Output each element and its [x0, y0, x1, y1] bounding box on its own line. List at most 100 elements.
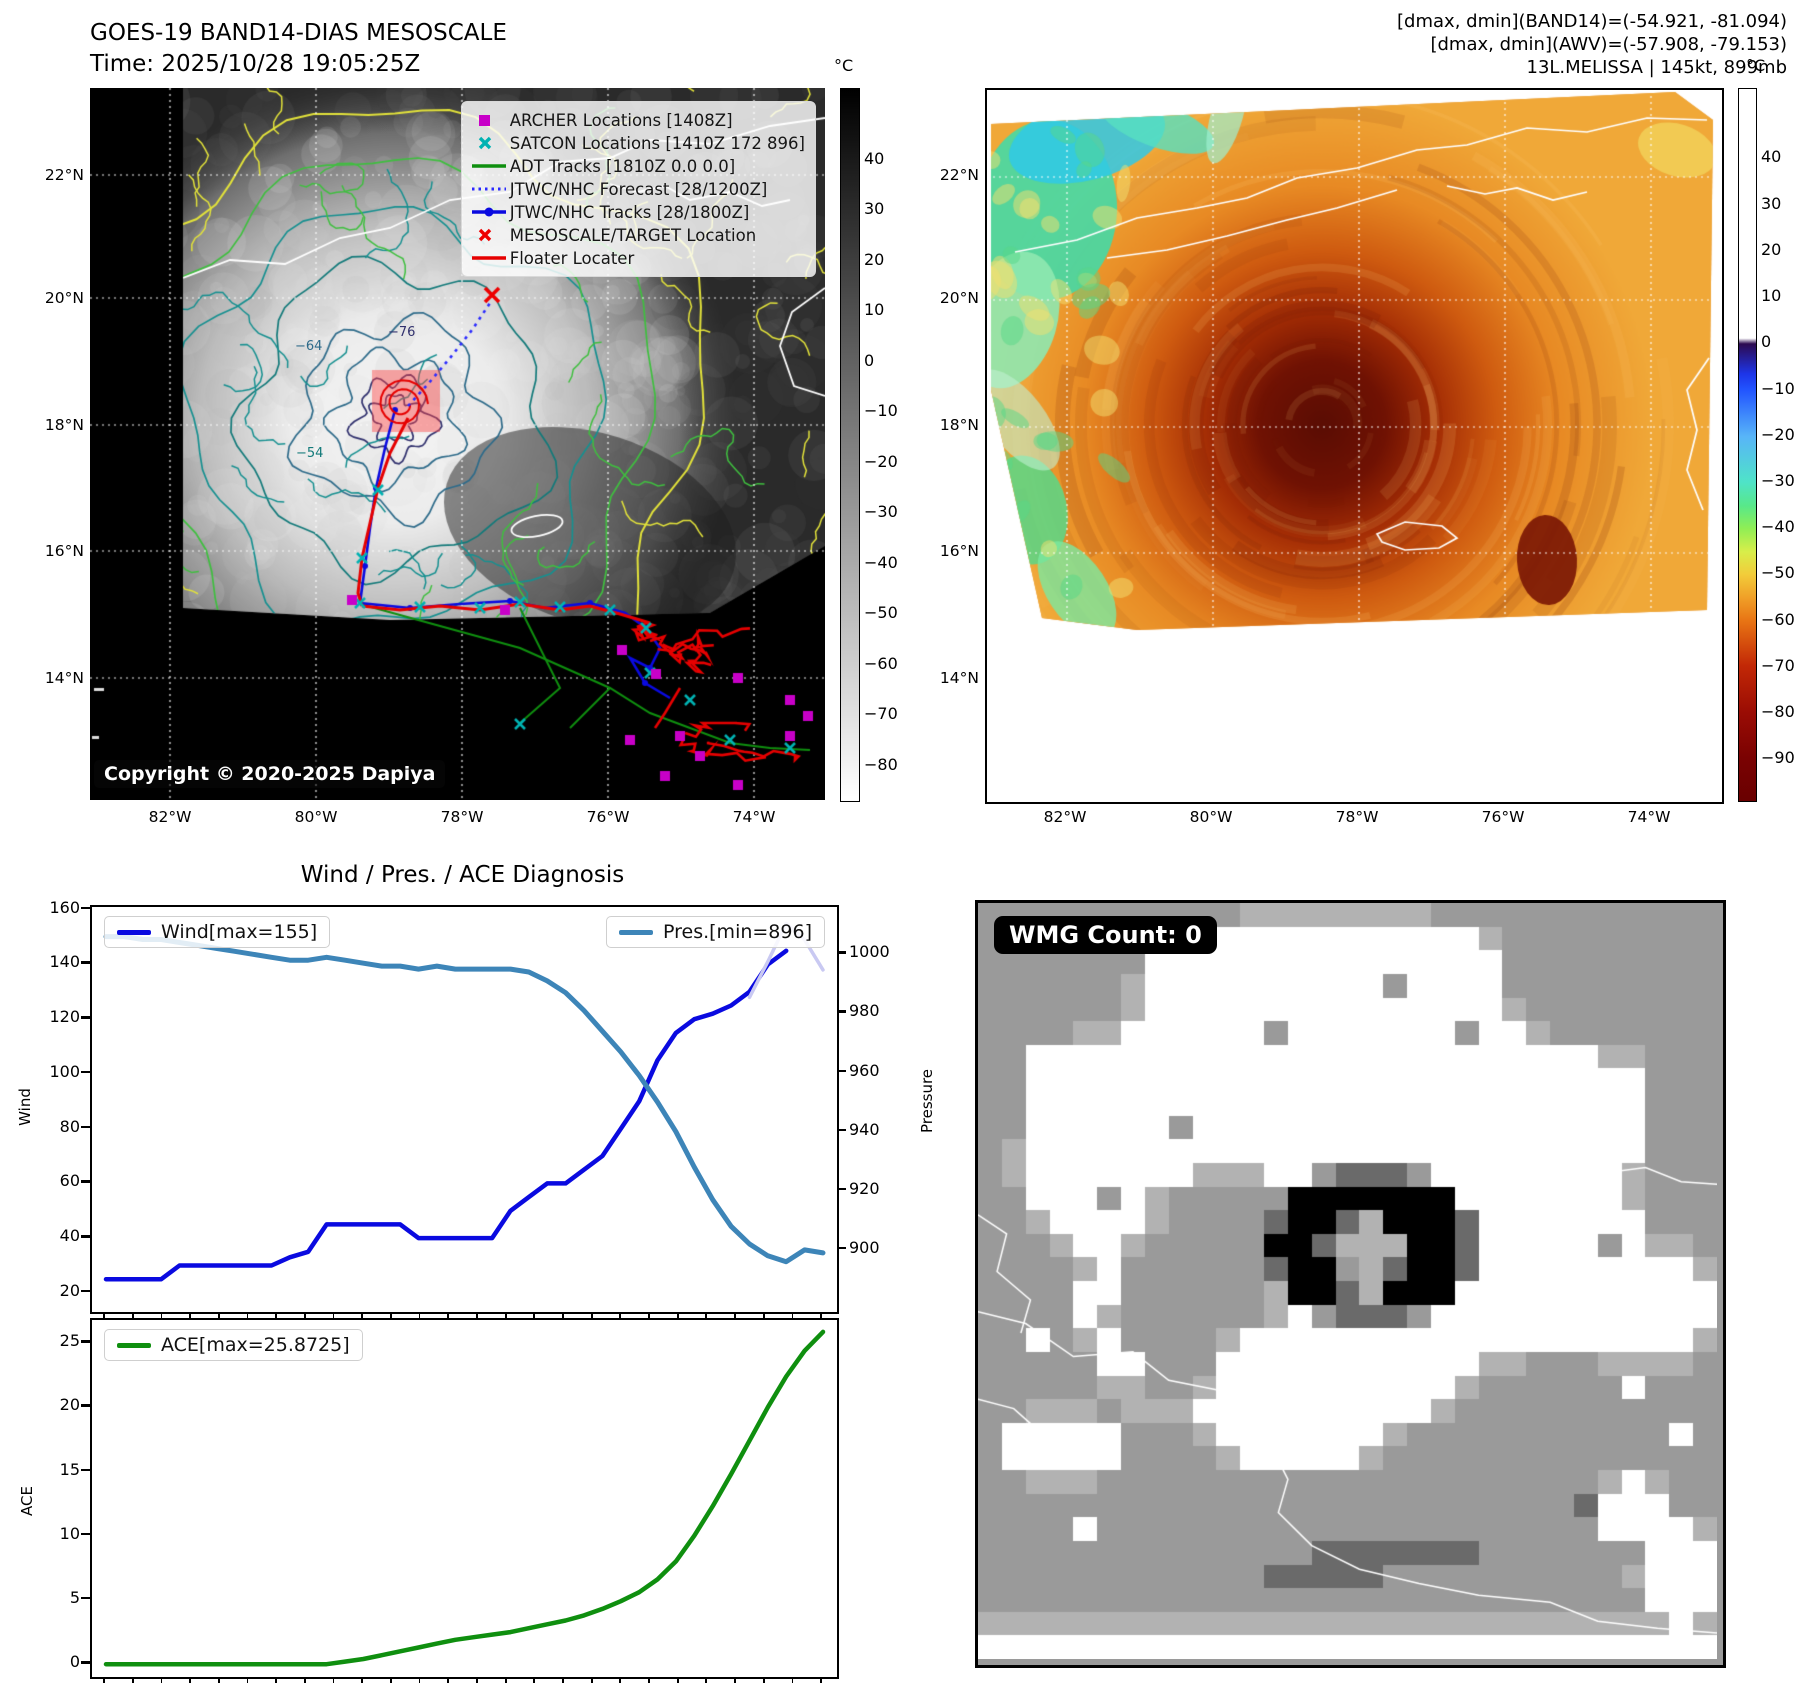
x-axis-tick — [217, 1677, 220, 1683]
x-axis-tick — [676, 1312, 679, 1318]
x-axis-tick — [791, 1312, 794, 1318]
series-line — [103, 934, 826, 1265]
x-axis-tick — [504, 1677, 507, 1683]
lon-tick-label: 82°W — [148, 808, 192, 826]
colorbar-tick-label: −80 — [864, 754, 898, 774]
x-axis-tick — [562, 1312, 564, 1318]
legend-item: JTWC/NHC Tracks [28/1800Z] — [470, 201, 805, 223]
x-axis-tick — [762, 1312, 765, 1318]
x-axis-tick — [131, 1677, 134, 1683]
lat-tick-label: 16°N — [939, 542, 979, 560]
lat-tick-label: 14°N — [44, 669, 84, 687]
x-axis-tick — [476, 1312, 478, 1318]
lon-tick-label: 80°W — [1189, 808, 1233, 826]
y-axis-tick — [81, 1468, 90, 1471]
x-axis-tick — [246, 1312, 249, 1318]
legend-item: ADT Tracks [1810Z 0.0 0.0] — [470, 155, 805, 177]
colorbar-tick-label: 20 — [864, 249, 885, 269]
lon-tick-label: 78°W — [440, 808, 484, 826]
chart-legend: Pres.[min=896] — [606, 916, 825, 948]
y-axis-tick-label: 60 — [59, 1171, 80, 1191]
x-axis-tick — [820, 1677, 822, 1683]
x-axis-tick — [332, 1312, 335, 1318]
lon-tick-label: 76°W — [586, 808, 630, 826]
y-axis-tick-label: 80 — [59, 1116, 80, 1136]
lon-tick-label: 76°W — [1481, 808, 1525, 826]
legend-item-label: JTWC/NHC Forecast [28/1200Z] — [509, 179, 768, 199]
y-axis-tick — [81, 1180, 90, 1183]
y2-axis-tick — [837, 1128, 846, 1132]
y-axis-tick — [81, 1016, 90, 1019]
colorbar-tick-label: 30 — [1761, 193, 1782, 213]
y2-axis-tick — [837, 1010, 846, 1013]
x-axis-tick — [590, 1312, 593, 1318]
colorbar-tick-label: −20 — [1761, 424, 1795, 444]
legend-swatch — [117, 1342, 151, 1348]
colorbar-tick-label: −40 — [864, 552, 898, 572]
colorbar-tick-label: −30 — [1761, 470, 1795, 490]
y-axis-tick — [81, 1125, 90, 1129]
contour-label: −54 — [296, 446, 324, 461]
x-axis-tick — [562, 1677, 564, 1683]
square-legend-marker — [470, 112, 510, 128]
legend-item: Floater Locater — [470, 247, 805, 269]
colorbar-tick-label: 20 — [1761, 239, 1782, 259]
awv-colorbar — [1738, 88, 1757, 802]
legend-item-label: JTWC/NHC Tracks [28/1800Z] — [509, 202, 750, 222]
band14-map-panel: ARCHER Locations [1408Z] SATCON Locations… — [90, 88, 825, 800]
line-legend-marker — [470, 158, 510, 174]
series-line — [103, 1329, 826, 1667]
lat-tick-label: 22°N — [939, 166, 979, 184]
awv-map-canvas — [987, 90, 1718, 798]
x-axis-tick — [189, 1312, 192, 1318]
y-axis-tick — [81, 961, 90, 964]
legend-item: ARCHER Locations [1408Z] — [470, 109, 805, 131]
contour-label: −64 — [295, 339, 323, 354]
pressure-axis-title: Pressure — [918, 1068, 937, 1134]
legend-label: Wind[max=155] — [161, 921, 318, 943]
colorbar-tick-label: −60 — [1761, 609, 1795, 629]
lat-tick-label: 16°N — [44, 542, 84, 560]
x-axis-tick — [734, 1677, 736, 1683]
wmg-panel: WMG Count: 0 — [975, 900, 1726, 1668]
x-axis-tick — [705, 1677, 708, 1683]
ace-plot — [103, 1329, 826, 1667]
x-axis-tick — [189, 1677, 192, 1683]
wind-pressure-chart: Wind[max=155] Pres.[min=896] — [90, 905, 839, 1314]
ace-chart: ACE[max=25.8725] — [90, 1318, 839, 1679]
colorbar-tick-label: −80 — [1761, 702, 1795, 722]
x-axis-tick — [619, 1677, 622, 1683]
contour-label: −76 — [388, 325, 416, 340]
x-axis-tick — [705, 1312, 708, 1318]
legend-item-label: ARCHER Locations [1408Z] — [509, 110, 733, 130]
lat-tick-label: 20°N — [939, 289, 979, 307]
x-axis-tick — [447, 1677, 450, 1683]
x-axis-tick — [820, 1312, 822, 1318]
awv-map-panel — [985, 88, 1724, 804]
line-legend-marker — [470, 250, 510, 266]
y-axis-tick-label: 5 — [69, 1587, 80, 1607]
x-axis-tick — [791, 1677, 794, 1683]
diagnosis-title: Wind / Pres. / ACE Diagnosis — [300, 862, 625, 888]
colorbar-tick-label: 40 — [1761, 147, 1782, 167]
band14-colorbar — [840, 88, 860, 802]
y2-axis-tick-label: 920 — [849, 1178, 880, 1198]
x-axis-tick — [246, 1677, 249, 1683]
y-axis-tick-label: 20 — [59, 1280, 80, 1300]
y-axis-tick-label: 160 — [49, 897, 80, 917]
chart-legend: ACE[max=25.8725] — [104, 1329, 363, 1361]
colorbar-tick-label: 40 — [864, 148, 885, 168]
lon-tick-label: 74°W — [1627, 808, 1671, 826]
y-axis-tick-label: 25 — [59, 1331, 80, 1351]
y2-axis-tick — [837, 951, 846, 954]
x-axis-tick — [131, 1312, 134, 1318]
x-axis-tick — [504, 1312, 507, 1318]
line-dot-legend-marker — [470, 204, 510, 220]
y-axis-tick-label: 10 — [59, 1523, 80, 1543]
legend-item-label: MESOSCALE/TARGET Location — [509, 225, 757, 245]
wind-pressure-plot — [103, 921, 826, 1282]
legend-swatch — [117, 929, 151, 935]
x-axis-tick — [762, 1677, 765, 1683]
x-axis-tick — [361, 1312, 364, 1318]
y2-axis-tick-label: 940 — [849, 1119, 880, 1139]
